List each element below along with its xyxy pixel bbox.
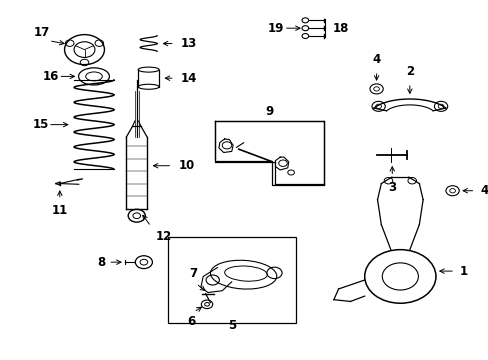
Text: 6: 6 [187, 315, 195, 328]
Text: 3: 3 [387, 181, 395, 194]
Text: 9: 9 [265, 105, 273, 118]
Text: 4: 4 [372, 53, 380, 66]
Bar [167, 237, 295, 323]
Text: 17: 17 [34, 26, 50, 39]
Text: 19: 19 [267, 22, 284, 35]
Text: 16: 16 [43, 70, 60, 83]
Text: 2: 2 [405, 65, 413, 78]
Text: 18: 18 [332, 22, 348, 35]
Text: 1: 1 [459, 265, 467, 278]
Text: 13: 13 [181, 37, 197, 50]
Text: 15: 15 [33, 118, 49, 131]
Text: 14: 14 [181, 72, 197, 85]
Text: 10: 10 [178, 159, 194, 172]
Text: 11: 11 [52, 204, 68, 217]
Text: 5: 5 [227, 319, 235, 332]
Text: 7: 7 [189, 267, 198, 280]
Text: 8: 8 [97, 256, 105, 269]
Text: 12: 12 [155, 230, 172, 243]
Text: 4: 4 [479, 184, 488, 197]
